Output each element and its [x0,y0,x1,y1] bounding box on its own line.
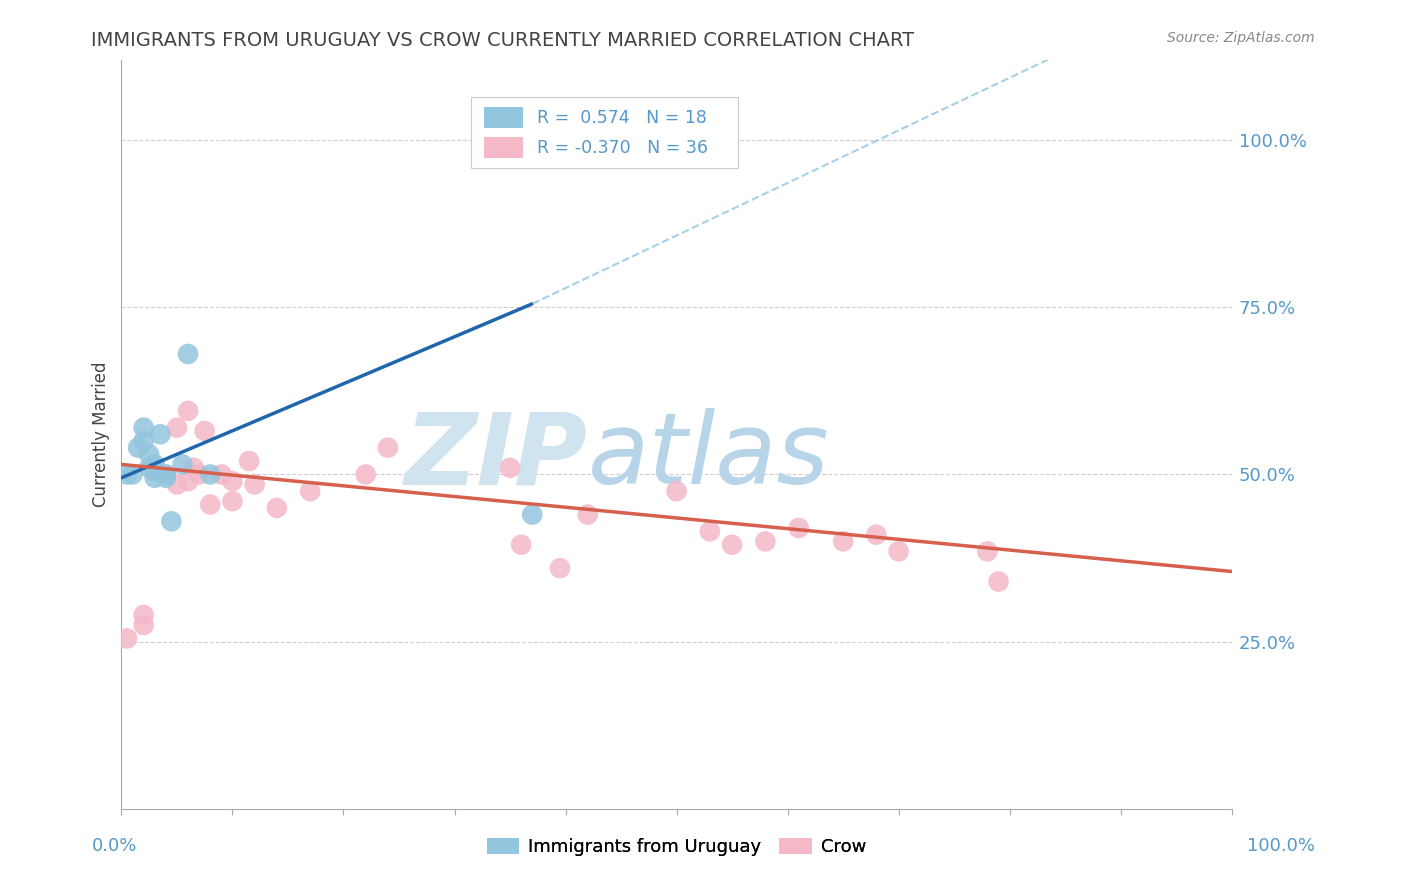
Point [149,427,172,442]
Point [665,484,688,499]
Text: 100.0%: 100.0% [1247,837,1315,855]
Point [143,471,166,485]
Point [699,524,721,539]
Point [221,474,243,488]
Point [200,498,222,512]
Point [200,467,222,482]
Point [188,467,211,482]
Point [510,538,533,552]
Point [155,471,177,485]
Point [377,441,399,455]
Point [132,618,155,632]
Text: atlas: atlas [588,409,830,505]
Point [177,347,200,361]
FancyBboxPatch shape [485,107,523,128]
Point [132,607,155,622]
Point [177,404,200,418]
Point [143,458,166,472]
Point [138,460,160,475]
Point [121,467,143,482]
Text: ZIP: ZIP [405,409,588,505]
Point [132,420,155,434]
Point [127,441,149,455]
Text: 0.0%: 0.0% [91,837,136,855]
Point [987,574,1010,589]
Y-axis label: Currently Married: Currently Married [93,361,110,507]
Text: IMMIGRANTS FROM URUGUAY VS CROW CURRENTLY MARRIED CORRELATION CHART: IMMIGRANTS FROM URUGUAY VS CROW CURRENTL… [91,31,914,50]
Point [209,467,232,482]
Point [499,460,522,475]
Point [887,544,910,558]
Text: R =  0.574   N = 18: R = 0.574 N = 18 [537,109,707,127]
Point [238,454,260,468]
Point [548,561,571,575]
Point [299,484,322,499]
Point [155,467,177,482]
Point [172,458,194,472]
Point [132,434,155,448]
Point [865,527,887,541]
Text: R = -0.370   N = 36: R = -0.370 N = 36 [537,138,707,157]
Point [115,467,138,482]
Legend: Immigrants from Uruguay, Crow: Immigrants from Uruguay, Crow [479,831,873,863]
Point [221,494,243,508]
Point [115,632,138,646]
Point [143,464,166,478]
Point [166,477,188,491]
Point [576,508,599,522]
Point [177,474,200,488]
Point [243,477,266,491]
FancyBboxPatch shape [485,137,523,158]
Point [166,420,188,434]
Point [266,500,288,515]
Point [976,544,998,558]
Point [194,424,217,438]
Point [832,534,855,549]
Point [721,538,744,552]
Point [787,521,810,535]
Point [160,514,183,528]
FancyBboxPatch shape [471,97,738,169]
Point [183,460,205,475]
Point [138,447,160,461]
Point [155,467,177,482]
Point [754,534,776,549]
Point [143,460,166,475]
Point [354,467,377,482]
Point [522,508,544,522]
Text: Source: ZipAtlas.com: Source: ZipAtlas.com [1167,31,1315,45]
